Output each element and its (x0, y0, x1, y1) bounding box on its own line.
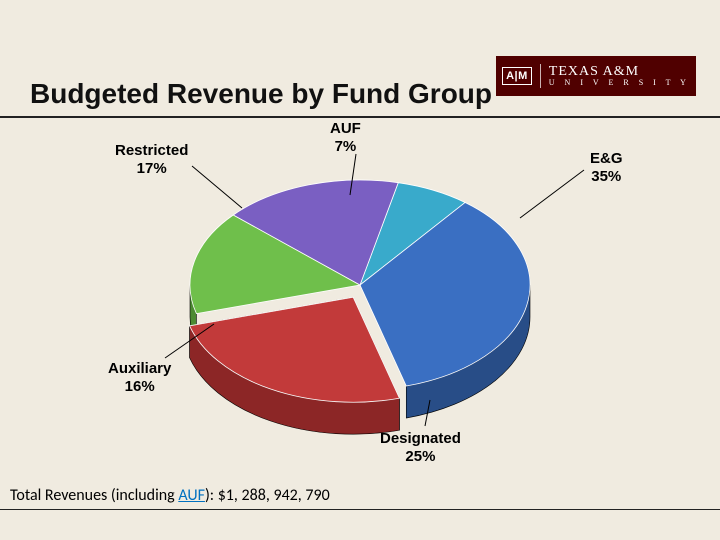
slice-label-name: Designated (380, 430, 461, 448)
title-bar: Budgeted Revenue by Fund Group (0, 78, 720, 118)
slice-label-name: Restricted (115, 142, 188, 160)
slice-label-auf: AUF7% (330, 120, 361, 156)
slice-label-name: E&G (590, 150, 623, 168)
slice-label-designated: Designated25% (380, 430, 461, 466)
slice-label-pct: 25% (380, 448, 461, 466)
total-revenue-footer: Total Revenues (including AUF): $1, 288,… (0, 486, 720, 510)
slice-label-pct: 7% (330, 138, 361, 156)
slice-label-auxiliary: Auxiliary16% (108, 360, 171, 396)
slice-label-pct: 17% (115, 160, 188, 178)
slice-label-name: AUF (330, 120, 361, 138)
slice-label-pct: 16% (108, 378, 171, 396)
page-title: Budgeted Revenue by Fund Group (30, 78, 720, 110)
logo-name: TEXAS A&M (549, 64, 639, 79)
footer-auf: AUF (178, 486, 205, 505)
pie-chart: AUF7% E&G35% Designated25% Auxiliary16% Rest… (0, 120, 720, 480)
slice-label-pct: 35% (590, 168, 623, 186)
slice-label-restricted: Restricted17% (115, 142, 188, 178)
slice-label-name: Auxiliary (108, 360, 171, 378)
slice-label-eg: E&G35% (590, 150, 623, 186)
footer-suffix: ): $1, 288, 942, 790 (205, 486, 330, 505)
footer-prefix: Total Revenues (including (10, 486, 178, 505)
